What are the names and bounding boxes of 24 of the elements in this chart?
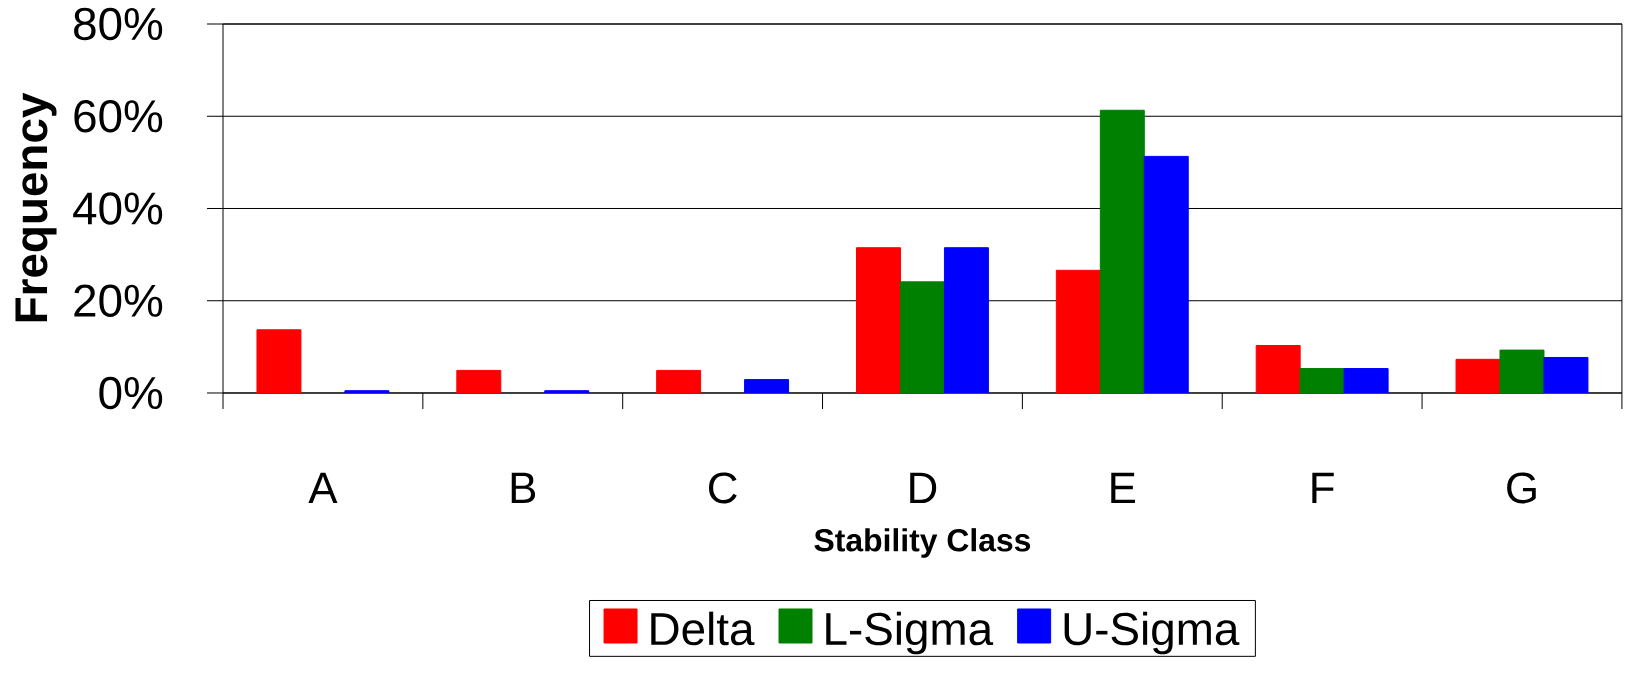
x-tick-label: A <box>308 472 338 503</box>
x-tick-label: D <box>910 472 937 503</box>
legend-label: L-Sigma <box>826 611 994 655</box>
y-tick-label: 60% <box>74 100 163 133</box>
y-tick-label: 80% <box>74 7 163 41</box>
x-tick-label: E <box>1111 472 1136 503</box>
y-tick-label: 20% <box>74 284 163 317</box>
x-tick-label: B <box>511 472 536 503</box>
bar <box>256 329 302 393</box>
x-tick-label: F <box>1312 472 1334 503</box>
legend-label: U-Sigma <box>1064 611 1240 655</box>
bar <box>1255 344 1301 393</box>
bar <box>1455 358 1501 393</box>
y-axis-title: Frequency <box>15 92 57 322</box>
x-tick-label: G <box>1507 472 1536 504</box>
bar <box>656 369 702 393</box>
legend-label: Delta <box>651 611 755 646</box>
bar <box>856 247 901 393</box>
x-tick-label: C <box>709 472 737 504</box>
bar <box>456 369 502 393</box>
y-tick-label: 40% <box>73 192 163 225</box>
y-tick-label: 0% <box>99 376 163 410</box>
x-axis-title: Stability Class <box>814 528 1031 558</box>
bar <box>1055 269 1101 393</box>
